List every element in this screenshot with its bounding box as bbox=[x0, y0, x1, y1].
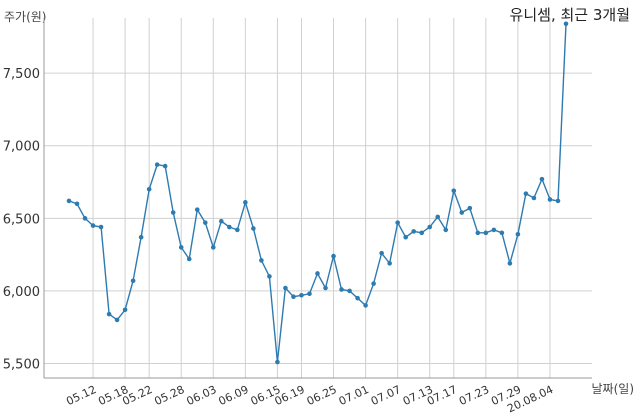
y-tick-label: 5,500 bbox=[3, 357, 40, 372]
data-point bbox=[186, 256, 192, 262]
data-point bbox=[555, 198, 561, 204]
x-tick-label: 05.12 bbox=[64, 383, 98, 408]
data-point bbox=[202, 220, 208, 225]
data-point bbox=[363, 303, 368, 308]
data-point bbox=[74, 201, 80, 207]
data-point bbox=[339, 287, 344, 292]
data-point bbox=[475, 230, 481, 236]
y-tick-label: 6,000 bbox=[3, 285, 40, 300]
x-tick-label: 07.07 bbox=[369, 383, 403, 408]
data-point bbox=[443, 227, 449, 233]
data-point bbox=[459, 210, 465, 215]
x-tick-label: 07.23 bbox=[457, 383, 491, 408]
data-point bbox=[563, 21, 569, 27]
data-point bbox=[122, 307, 128, 313]
data-point bbox=[291, 294, 296, 300]
price-line bbox=[68, 23, 567, 363]
data-point bbox=[347, 288, 352, 294]
data-point bbox=[162, 163, 168, 169]
chart-title: 유니셈, 최근 3개월 bbox=[509, 6, 630, 24]
data-point bbox=[323, 285, 328, 291]
x-tick-label: 05.28 bbox=[152, 383, 186, 408]
data-point bbox=[154, 162, 160, 167]
data-point bbox=[130, 278, 136, 284]
data-point bbox=[267, 274, 272, 279]
y-axis-label: 주가(원) bbox=[4, 10, 47, 24]
data-point bbox=[219, 218, 224, 224]
data-point bbox=[387, 261, 392, 266]
x-tick-label: 06.25 bbox=[305, 383, 339, 408]
data-point bbox=[146, 186, 152, 192]
y-tick-label: 7,000 bbox=[3, 140, 40, 155]
data-point bbox=[467, 205, 473, 211]
data-point bbox=[483, 230, 489, 236]
x-axis-label: 날짜(일) bbox=[591, 382, 634, 396]
data-point bbox=[307, 291, 312, 297]
data-point bbox=[403, 234, 408, 240]
data-point bbox=[507, 261, 513, 266]
data-point bbox=[315, 271, 320, 276]
data-point bbox=[90, 223, 96, 228]
data-point bbox=[531, 195, 537, 201]
data-point bbox=[547, 197, 553, 202]
y-tick-label: 7,500 bbox=[3, 67, 40, 82]
data-point bbox=[251, 226, 256, 231]
data-point bbox=[227, 224, 232, 230]
data-point bbox=[355, 295, 360, 301]
data-point bbox=[235, 227, 240, 233]
data-point bbox=[395, 220, 400, 225]
y-tick-label: 6,500 bbox=[3, 212, 40, 227]
data-point bbox=[194, 207, 200, 212]
data-point bbox=[523, 191, 529, 196]
data-point bbox=[98, 224, 104, 230]
data-point bbox=[435, 214, 441, 220]
data-point bbox=[66, 198, 72, 204]
data-point bbox=[491, 227, 497, 233]
data-point bbox=[178, 245, 184, 250]
x-tick-label: 06.03 bbox=[185, 383, 219, 408]
data-point bbox=[379, 250, 384, 256]
data-point bbox=[275, 359, 280, 365]
data-point bbox=[539, 176, 545, 182]
data-point bbox=[259, 258, 264, 263]
data-point bbox=[210, 245, 216, 250]
data-point bbox=[170, 210, 176, 215]
data-point bbox=[299, 292, 304, 298]
data-point bbox=[82, 216, 88, 221]
data-point bbox=[106, 311, 112, 317]
data-point bbox=[331, 253, 336, 259]
x-tick-label: 06.09 bbox=[217, 383, 251, 408]
data-point bbox=[283, 285, 288, 291]
data-point bbox=[371, 281, 376, 286]
data-point bbox=[138, 234, 144, 240]
data-point bbox=[515, 231, 521, 237]
x-tick-label: 07.01 bbox=[337, 383, 371, 408]
data-point bbox=[419, 230, 425, 236]
data-point bbox=[114, 317, 120, 323]
data-point bbox=[427, 224, 433, 230]
data-point bbox=[451, 188, 457, 194]
data-point bbox=[499, 230, 505, 236]
data-point bbox=[411, 229, 416, 234]
data-point bbox=[243, 200, 248, 205]
